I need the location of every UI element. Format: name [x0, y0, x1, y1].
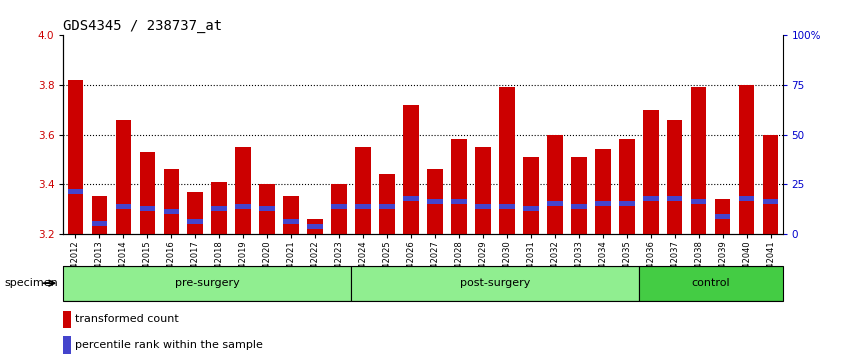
Bar — [739, 196, 755, 201]
Text: percentile rank within the sample: percentile rank within the sample — [74, 340, 262, 350]
Bar — [691, 199, 706, 204]
Bar — [571, 204, 586, 209]
Bar — [739, 85, 755, 234]
Bar — [763, 135, 778, 234]
Bar — [523, 206, 539, 211]
Bar — [63, 266, 351, 301]
Bar — [523, 157, 539, 234]
Bar — [116, 120, 131, 234]
Bar — [332, 204, 347, 209]
Bar — [235, 147, 251, 234]
Bar — [379, 204, 395, 209]
Bar — [715, 214, 730, 219]
Bar — [63, 336, 70, 354]
Bar — [499, 87, 514, 234]
Bar — [116, 204, 131, 209]
Bar — [643, 196, 658, 201]
Bar — [619, 201, 634, 206]
Bar — [188, 219, 203, 224]
Bar — [667, 196, 683, 201]
Bar — [475, 147, 491, 234]
Bar — [547, 201, 563, 206]
Bar — [68, 189, 83, 194]
Bar — [283, 196, 299, 234]
Text: GDS4345 / 238737_at: GDS4345 / 238737_at — [63, 19, 222, 33]
Bar — [332, 184, 347, 234]
Bar — [91, 221, 107, 226]
Text: specimen: specimen — [4, 278, 58, 288]
Text: transformed count: transformed count — [74, 314, 179, 324]
Bar — [499, 204, 514, 209]
Bar — [571, 157, 586, 234]
Bar — [188, 192, 203, 234]
Bar — [639, 266, 783, 301]
Bar — [763, 199, 778, 204]
Text: pre-surgery: pre-surgery — [175, 278, 239, 288]
Bar — [475, 204, 491, 209]
Bar — [163, 209, 179, 214]
Bar — [355, 204, 371, 209]
Bar — [355, 147, 371, 234]
Bar — [547, 135, 563, 234]
Bar — [404, 105, 419, 234]
Bar — [235, 204, 251, 209]
Bar — [619, 139, 634, 234]
Bar — [427, 199, 442, 204]
Bar — [379, 174, 395, 234]
Bar — [451, 139, 467, 234]
Bar — [140, 206, 155, 211]
Bar — [163, 169, 179, 234]
Bar — [260, 206, 275, 211]
Bar — [68, 80, 83, 234]
Bar — [643, 110, 658, 234]
Bar — [404, 196, 419, 201]
Bar — [691, 87, 706, 234]
Bar — [351, 266, 639, 301]
Bar — [63, 311, 70, 328]
Bar — [212, 182, 227, 234]
Bar — [307, 219, 323, 234]
Bar — [715, 199, 730, 234]
Bar — [260, 184, 275, 234]
Bar — [595, 149, 611, 234]
Text: post-surgery: post-surgery — [459, 278, 530, 288]
Bar — [140, 152, 155, 234]
Bar — [667, 120, 683, 234]
Text: control: control — [691, 278, 730, 288]
Bar — [212, 206, 227, 211]
Bar — [427, 169, 442, 234]
Bar — [283, 219, 299, 224]
Bar — [91, 196, 107, 234]
Bar — [595, 201, 611, 206]
Bar — [307, 224, 323, 229]
Bar — [451, 199, 467, 204]
